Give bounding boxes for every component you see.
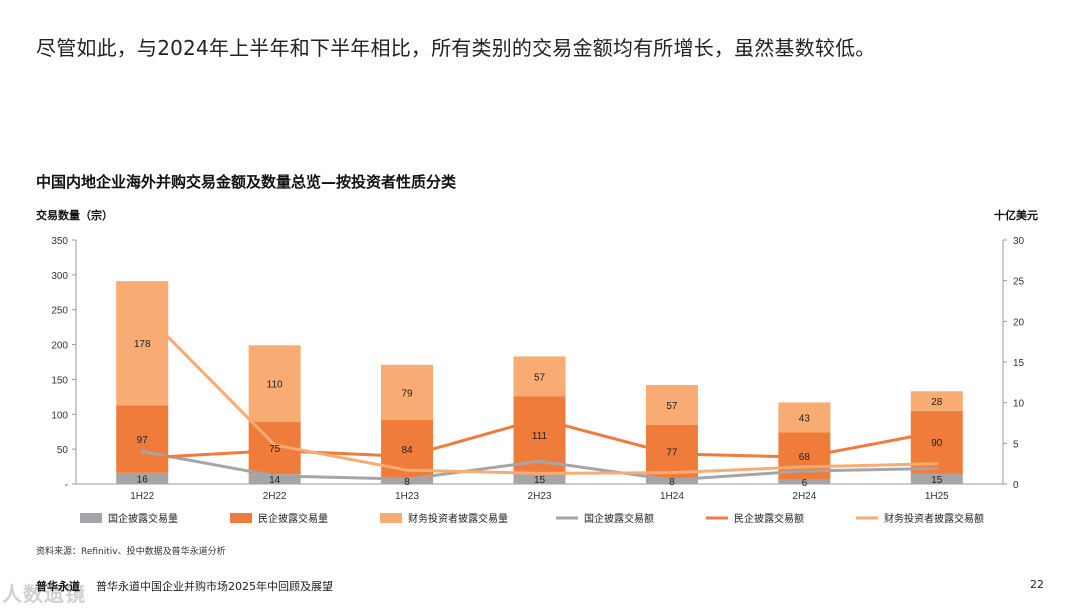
y-right-tick-label: 5 — [1013, 439, 1019, 450]
line-series — [140, 309, 939, 475]
data-label: 28 — [931, 397, 943, 408]
bar-segment — [116, 281, 169, 406]
x-tick-label: 1H22 — [130, 491, 154, 502]
y-right-tick-label: 10 — [1013, 399, 1025, 410]
legend-label: 国企披露交易额 — [584, 512, 654, 525]
bar-segment — [381, 364, 434, 420]
y-right-tick-label: 15 — [1013, 358, 1025, 369]
x-tick-label: 2H24 — [792, 491, 816, 502]
line-series — [140, 417, 939, 460]
data-label: 68 — [799, 452, 811, 463]
x-tick-label: 1H25 — [925, 491, 949, 502]
data-label: 79 — [402, 388, 414, 399]
chart-title: 中国内地企业海外并购交易金额及数量总览—按投资者性质分类 — [36, 173, 457, 191]
x-tick-label: 1H23 — [395, 491, 419, 502]
source-note: 资料来源：Refinitiv、投中数据及普华永道分析 — [36, 547, 226, 557]
line-series — [140, 449, 939, 482]
bar-segment — [910, 391, 963, 411]
y-right-tick-label: 25 — [1013, 277, 1025, 288]
bar-segment — [910, 473, 963, 484]
y-tick-label: 350 — [51, 236, 68, 247]
left-axis-title: 交易数量（宗） — [36, 209, 113, 222]
data-label: 6 — [802, 478, 808, 489]
x-tick-label: 2H22 — [263, 491, 287, 502]
y-tick-label: 200 — [51, 341, 68, 352]
bar-segment — [381, 478, 434, 484]
headline: 尽管如此，与2024年上半年和下半年相比，所有类别的交易金额均有所增长，虽然基数… — [36, 36, 876, 60]
right-axis-title: 十亿美元 — [994, 209, 1038, 222]
bar-segment — [248, 474, 301, 484]
bar-segment — [248, 345, 301, 422]
bar-segment — [645, 385, 698, 425]
legend-label: 财务投资者披露交易量 — [408, 512, 508, 525]
y-tick-label: - — [65, 480, 68, 491]
bar-segment — [778, 402, 831, 433]
data-label: 84 — [402, 445, 414, 456]
footer-brand: 普华永道 — [36, 580, 80, 593]
data-label: 16 — [137, 474, 149, 485]
y-tick-label: 150 — [51, 375, 68, 386]
legend-swatch — [230, 513, 252, 523]
data-label: 97 — [137, 435, 149, 446]
data-label: 15 — [931, 475, 943, 486]
y-right-tick-label: 30 — [1013, 236, 1025, 247]
data-label: 57 — [666, 401, 678, 412]
page-number: 22 — [1030, 578, 1044, 591]
y-right-tick-label: 0 — [1013, 480, 1019, 491]
legend-label: 国企披露交易量 — [108, 512, 178, 525]
legend-label: 民企披露交易额 — [734, 512, 804, 525]
y-right-tick-label: 20 — [1013, 317, 1025, 328]
y-tick-label: 100 — [51, 410, 68, 421]
data-label: 15 — [534, 475, 546, 486]
bar-segment — [513, 473, 566, 484]
watermark: 人数遗镜 — [2, 582, 86, 606]
legend-label: 财务投资者披露交易额 — [884, 512, 984, 525]
bar-segment — [645, 424, 698, 479]
data-label: 57 — [534, 372, 546, 383]
data-label: 14 — [269, 475, 281, 486]
data-label: 178 — [134, 339, 151, 350]
data-label: 111 — [532, 431, 548, 442]
y-tick-label: 250 — [51, 306, 68, 317]
y-tick-label: 50 — [57, 445, 69, 456]
y-tick-label: 300 — [51, 271, 68, 282]
footer-text: 普华永道中国企业并购市场2025年中回顾及展望 — [96, 580, 333, 593]
bar-segment — [116, 405, 169, 473]
legend-swatch — [380, 513, 402, 523]
x-tick-label: 2H23 — [528, 491, 552, 502]
bar-segment — [116, 472, 169, 484]
data-label: 8 — [669, 477, 675, 488]
data-label: 77 — [666, 448, 678, 459]
bar-segment — [778, 479, 831, 484]
bar-segment — [513, 356, 566, 397]
legend-label: 民企披露交易量 — [258, 512, 328, 525]
data-label: 75 — [269, 444, 281, 455]
data-label: 43 — [799, 413, 811, 424]
data-label: 90 — [931, 438, 943, 449]
x-tick-label: 1H24 — [660, 491, 684, 502]
data-label: 8 — [404, 477, 410, 488]
legend-swatch — [80, 513, 102, 523]
data-label: 110 — [267, 380, 283, 391]
